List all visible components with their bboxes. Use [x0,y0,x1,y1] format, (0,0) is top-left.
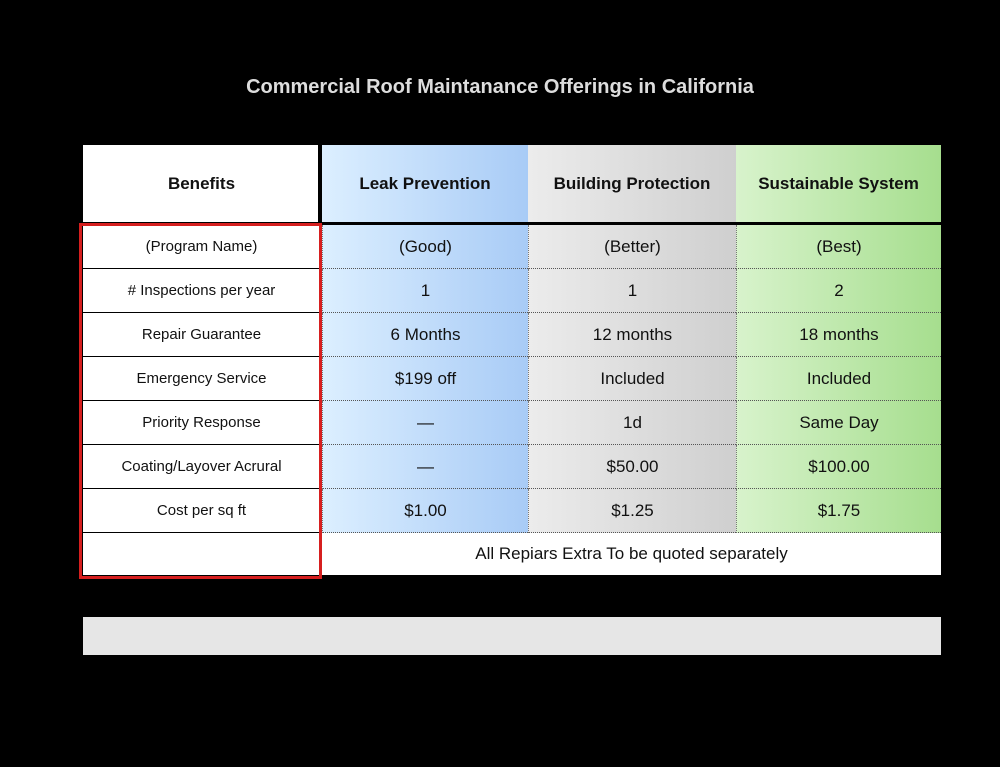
gray-bar [83,617,941,655]
col-bg [528,225,736,533]
table-cell: (Best) [736,225,941,269]
header-cell: Sustainable System [736,145,941,222]
table-cell: — [322,445,528,489]
note: All Repiars Extra To be quoted separatel… [322,533,941,575]
table-cell: 1d [528,401,736,445]
header-divider [318,145,322,222]
table-cell: Included [528,357,736,401]
table-cell: Emergency Service [83,357,320,401]
col-bg [322,225,528,533]
col-bg [736,225,941,533]
table-cell: 12 months [528,313,736,357]
table-cell: 6 Months [322,313,528,357]
table-cell: $1.25 [528,489,736,533]
header-cell: Building Protection [528,145,736,222]
title: Commercial Roof Maintanance Offerings in… [246,76,754,98]
table-cell: Coating/Layover Acrural [83,445,320,489]
table-cell: (Good) [322,225,528,269]
table-cell: — [322,401,528,445]
header-cell: Leak Prevention [322,145,528,222]
table-cell: Cost per sq ft [83,489,320,533]
table-cell: Included [736,357,941,401]
table-cell: Repair Guarantee [83,313,320,357]
table-cell: $199 off [322,357,528,401]
table-cell: Priority Response [83,401,320,445]
table-cell: 1 [322,269,528,313]
highlight-box [79,223,322,579]
table-cell: $1.75 [736,489,941,533]
table-cell: (Better) [528,225,736,269]
table-cell: # Inspections per year [83,269,320,313]
table-cell: 1 [528,269,736,313]
table-cell: $1.00 [322,489,528,533]
table-cell: Same Day [736,401,941,445]
table-cell: (Program Name) [83,225,320,269]
table-cell: $100.00 [736,445,941,489]
table-cell: 18 months [736,313,941,357]
table-cell: $50.00 [528,445,736,489]
table-cell: 2 [736,269,941,313]
header-cell: Benefits [83,145,320,222]
